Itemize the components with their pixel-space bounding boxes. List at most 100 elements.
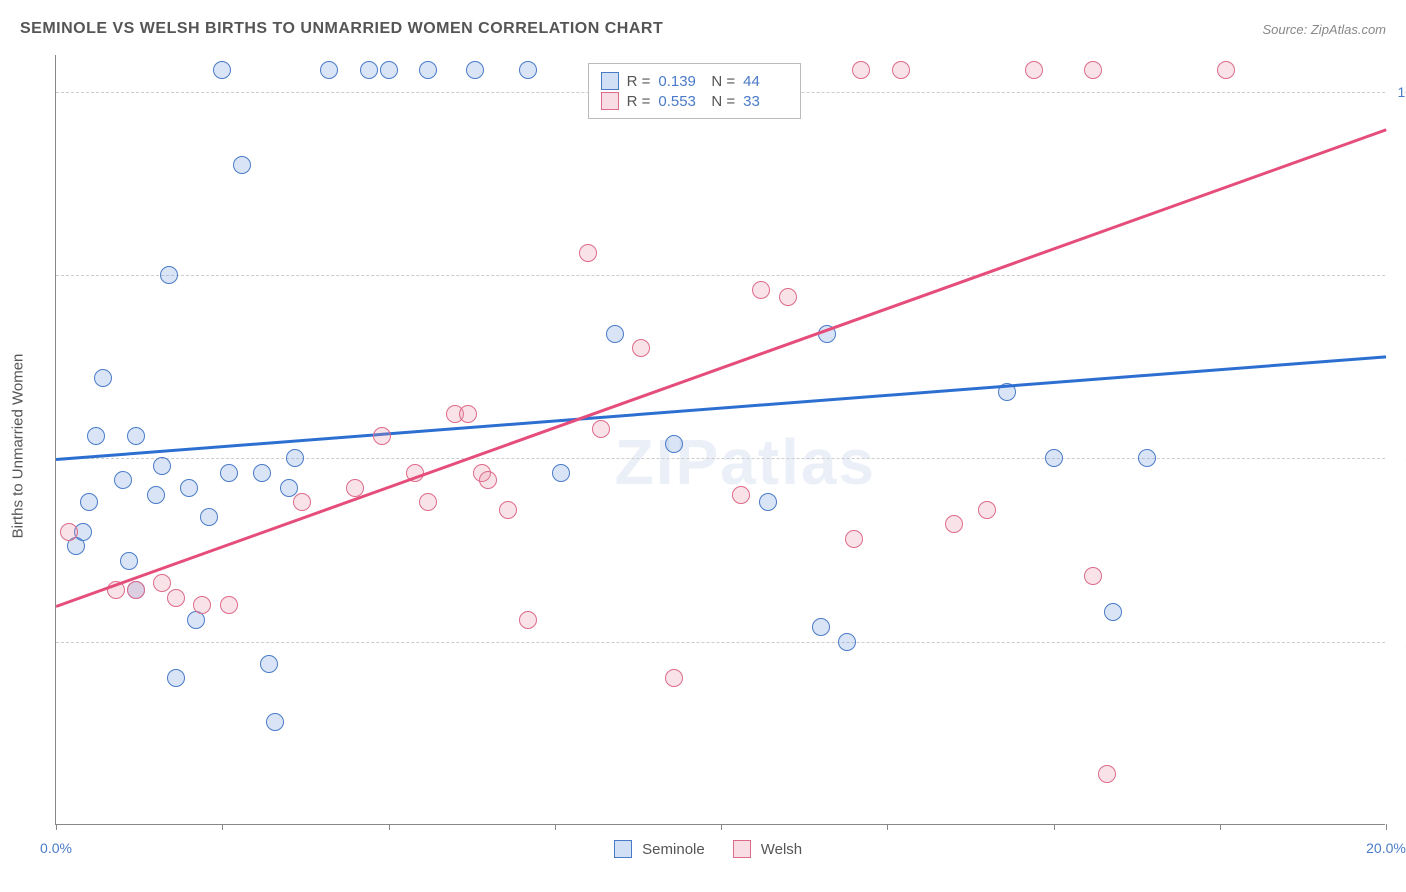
- data-point: [552, 464, 570, 482]
- legend-n-value: 44: [743, 73, 788, 90]
- data-point: [1025, 61, 1043, 79]
- data-point: [752, 281, 770, 299]
- data-point: [519, 611, 537, 629]
- chart-title: SEMINOLE VS WELSH BIRTHS TO UNMARRIED WO…: [20, 20, 663, 38]
- data-point: [419, 61, 437, 79]
- data-point: [233, 156, 251, 174]
- data-point: [606, 325, 624, 343]
- legend-swatch: [601, 72, 619, 90]
- x-tick: [389, 824, 390, 830]
- data-point: [286, 449, 304, 467]
- data-point: [665, 669, 683, 687]
- data-point: [220, 464, 238, 482]
- data-point: [852, 61, 870, 79]
- legend-swatch: [733, 840, 751, 858]
- data-point: [519, 61, 537, 79]
- plot-area: ZIPatlas 25.0%50.0%75.0%100.0%0.0%20.0%R…: [55, 55, 1385, 825]
- data-point: [632, 339, 650, 357]
- legend-n-label: N =: [711, 73, 735, 90]
- data-point: [845, 530, 863, 548]
- legend-n-value: 33: [743, 93, 788, 110]
- trend-line: [56, 356, 1386, 461]
- data-point: [94, 369, 112, 387]
- source-label: Source: ZipAtlas.com: [1262, 22, 1386, 37]
- data-point: [945, 515, 963, 533]
- legend-r-value: 0.553: [658, 93, 703, 110]
- x-tick: [721, 824, 722, 830]
- data-point: [280, 479, 298, 497]
- data-point: [459, 405, 477, 423]
- legend-n-label: N =: [711, 93, 735, 110]
- data-point: [180, 479, 198, 497]
- x-tick: [222, 824, 223, 830]
- data-point: [812, 618, 830, 636]
- data-point: [213, 61, 231, 79]
- data-point: [127, 581, 145, 599]
- data-point: [80, 493, 98, 511]
- data-point: [592, 420, 610, 438]
- data-point: [1217, 61, 1235, 79]
- x-tick: [887, 824, 888, 830]
- data-point: [1138, 449, 1156, 467]
- y-tick-label: 75.0%: [1390, 267, 1406, 283]
- data-point: [293, 493, 311, 511]
- legend-stats: R = 0.139 N = 44 R = 0.553 N = 33: [588, 63, 802, 119]
- x-tick: [56, 824, 57, 830]
- y-tick-label: 100.0%: [1390, 84, 1406, 100]
- legend-swatch: [601, 92, 619, 110]
- data-point: [60, 523, 78, 541]
- data-point: [1084, 61, 1102, 79]
- legend-series: Seminole Welsh: [614, 840, 820, 858]
- y-axis-label: Births to Unmarried Women: [10, 354, 27, 539]
- data-point: [114, 471, 132, 489]
- legend-swatch: [614, 840, 632, 858]
- data-point: [1084, 567, 1102, 585]
- data-point: [1098, 765, 1116, 783]
- legend-series-name: Welsh: [761, 841, 802, 858]
- data-point: [579, 244, 597, 262]
- x-tick-label: 20.0%: [1366, 840, 1406, 856]
- data-point: [373, 427, 391, 445]
- data-point: [320, 61, 338, 79]
- x-tick-label: 0.0%: [40, 840, 72, 856]
- legend-row: R = 0.553 N = 33: [601, 92, 789, 110]
- legend-r-label: R =: [627, 93, 651, 110]
- x-tick: [555, 824, 556, 830]
- data-point: [153, 574, 171, 592]
- data-point: [479, 471, 497, 489]
- data-point: [499, 501, 517, 519]
- data-point: [200, 508, 218, 526]
- data-point: [419, 493, 437, 511]
- data-point: [346, 479, 364, 497]
- data-point: [120, 552, 138, 570]
- data-point: [147, 486, 165, 504]
- data-point: [838, 633, 856, 651]
- legend-r-value: 0.139: [658, 73, 703, 90]
- legend-row: R = 0.139 N = 44: [601, 72, 789, 90]
- y-tick-label: 25.0%: [1390, 634, 1406, 650]
- data-point: [167, 589, 185, 607]
- legend-r-label: R =: [627, 73, 651, 90]
- data-point: [466, 61, 484, 79]
- data-point: [266, 713, 284, 731]
- x-tick: [1054, 824, 1055, 830]
- data-point: [167, 669, 185, 687]
- gridline-h: [56, 275, 1385, 276]
- data-point: [87, 427, 105, 445]
- data-point: [153, 457, 171, 475]
- data-point: [732, 486, 750, 504]
- data-point: [193, 596, 211, 614]
- data-point: [978, 501, 996, 519]
- data-point: [127, 427, 145, 445]
- data-point: [1045, 449, 1063, 467]
- x-tick: [1386, 824, 1387, 830]
- data-point: [360, 61, 378, 79]
- data-point: [779, 288, 797, 306]
- gridline-h: [56, 642, 1385, 643]
- data-point: [160, 266, 178, 284]
- y-tick-label: 50.0%: [1390, 450, 1406, 466]
- x-tick: [1220, 824, 1221, 830]
- trend-line: [56, 128, 1387, 607]
- legend-series-name: Seminole: [642, 841, 705, 858]
- data-point: [260, 655, 278, 673]
